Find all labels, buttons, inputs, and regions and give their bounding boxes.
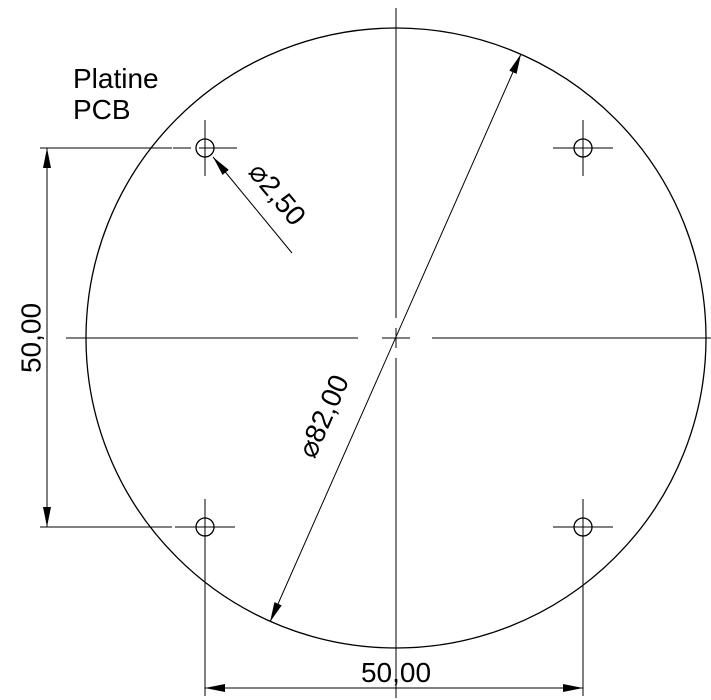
label-line: PCB	[73, 94, 131, 125]
dimension-label: 50,00	[15, 303, 46, 373]
dimension-label: ⌀2,50	[243, 157, 312, 232]
dimension-label: ⌀82,00	[292, 370, 355, 462]
label-line: Platine	[73, 63, 159, 94]
bottom-dimension: 50,00	[204, 545, 584, 696]
hole-diameter-dimension: ⌀2,50	[212, 157, 312, 254]
dimension-label: 50,00	[361, 657, 431, 688]
left-dimension: 50,00	[15, 147, 172, 528]
part-label: Platine PCB	[73, 63, 159, 125]
